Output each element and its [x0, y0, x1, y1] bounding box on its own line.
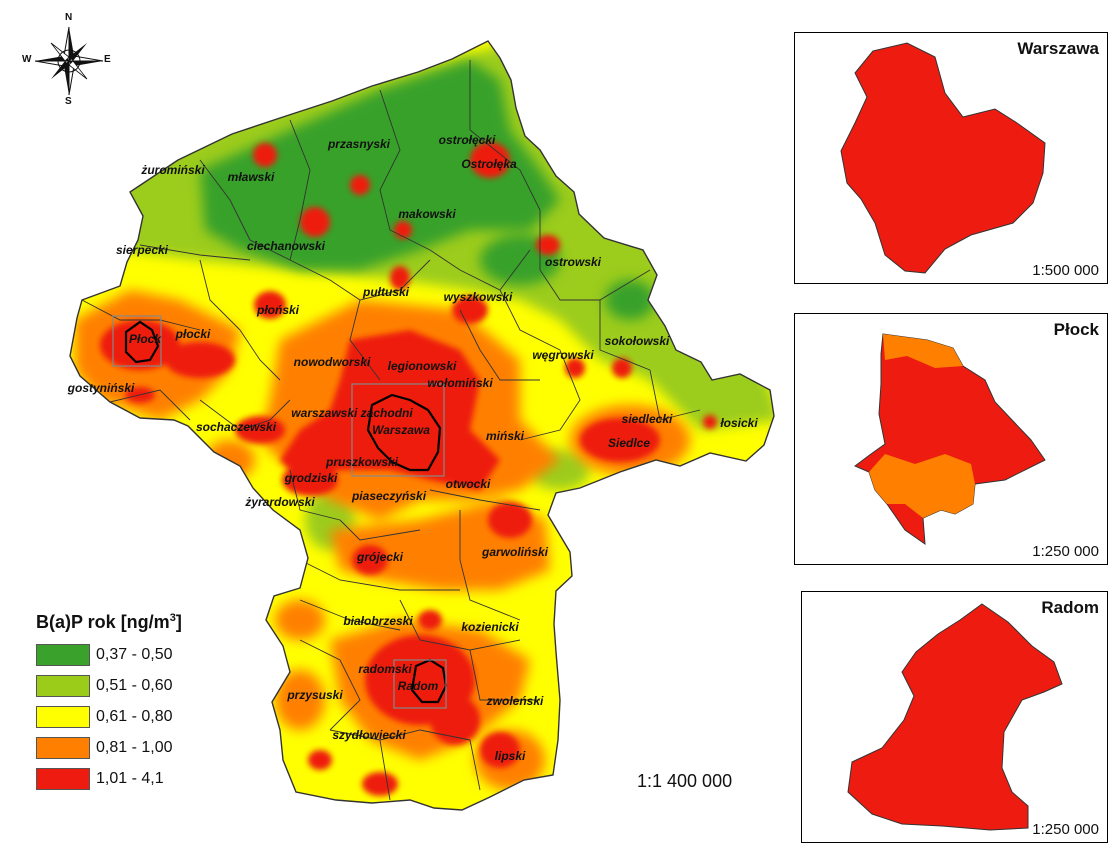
label-warszawski-zachodni: warszawski zachodni: [291, 406, 413, 420]
inset-plock: Płock 1:250 000: [794, 313, 1108, 565]
label-radomski: radomski: [358, 662, 412, 676]
radom-shape: [847, 603, 1063, 831]
legend-swatch: [36, 675, 90, 697]
label-ostrowski: ostrowski: [544, 255, 602, 269]
warszawa-outline: [366, 393, 442, 472]
legend-item: 0,51 - 0,60: [36, 673, 173, 699]
label-pultuski: pułtuski: [362, 285, 410, 299]
label-garwolinski: garwoliński: [481, 545, 549, 559]
label-zyrardowski: żyrardowski: [245, 495, 315, 509]
label-losicki: łosicki: [720, 416, 758, 430]
label-nowodworski: nowodworski: [293, 355, 371, 369]
main-scale: 1:1 400 000: [637, 771, 733, 791]
inset-warszawa-title: Warszawa: [1017, 39, 1099, 58]
radom-frame: [393, 659, 447, 709]
compass-icon: [34, 26, 104, 96]
legend-item: 0,61 - 0,80: [36, 704, 173, 730]
label-ciechanowski: ciechanowski: [246, 239, 326, 253]
label-przasnyski: przasnyski: [327, 137, 391, 151]
label-minski: miński: [485, 429, 525, 443]
compass-w: W: [22, 54, 32, 65]
compass-e: E: [104, 54, 111, 65]
legend-item: 0,37 - 0,50: [36, 642, 173, 668]
label-wolominski: wołomiński: [427, 376, 493, 390]
label-ostroleka: Ostrołęka: [461, 157, 517, 171]
label-wegrowski: węgrowski: [532, 348, 594, 362]
inset-radom-title: Radom: [1041, 598, 1099, 617]
legend: B(a)P rok [ng/m3] 0,37 - 0,50 0,51 - 0,6…: [36, 612, 276, 802]
legend-swatch: [36, 706, 90, 728]
warszawa-shape: [840, 42, 1046, 274]
compass-n: N: [65, 12, 73, 23]
label-zwolenski: zwoleński: [486, 694, 544, 708]
warszawa-frame: [351, 383, 445, 477]
label-grodziski: grodziski: [284, 471, 338, 485]
plock-frame: [112, 315, 162, 367]
label-siedlecki: siedlecki: [621, 412, 673, 426]
label-sochaczewski: sochaczewski: [195, 420, 277, 434]
label-warszawa: Warszawa: [372, 423, 430, 437]
label-plonski: płoński: [256, 303, 300, 317]
label-plock: Płock: [128, 332, 162, 346]
label-ostrolecki: ostrołęcki: [438, 133, 496, 147]
plock-shape: [854, 333, 1046, 546]
inset-warszawa: Warszawa 1:500 000: [794, 32, 1108, 284]
label-sierpecki: sierpecki: [115, 243, 169, 257]
label-otwocki: otwocki: [445, 477, 491, 491]
legend-swatch: [36, 737, 90, 759]
inset-plock-title: Płock: [1053, 320, 1099, 339]
legend-title: B(a)P rok [ng/m3]: [36, 612, 182, 632]
inset-radom-scale: 1:250 000: [1032, 821, 1099, 838]
label-przysuski: przysuski: [287, 688, 343, 702]
legend-swatch: [36, 768, 90, 790]
plock-outline: [124, 320, 160, 364]
label-plocki: płocki: [175, 327, 211, 341]
compass-s: S: [65, 96, 72, 107]
label-siedlce: Siedlce: [607, 436, 651, 450]
label-wyszkowski: wyszkowski: [443, 290, 513, 304]
label-legionowski: legionowski: [387, 359, 457, 373]
label-makowski: makowski: [398, 207, 456, 221]
label-piaseczynski: piaseczyński: [351, 489, 427, 503]
label-grojecki: grójecki: [356, 550, 404, 564]
label-lipski: lipski: [494, 749, 526, 763]
legend-item: 0,81 - 1,00: [36, 735, 173, 761]
label-kozienicki: kozienicki: [461, 620, 519, 634]
label-mlawski: mławski: [227, 170, 275, 184]
radom-outline: [410, 658, 448, 704]
legend-item: 1,01 - 4,1: [36, 766, 164, 792]
label-radom: Radom: [397, 679, 439, 693]
label-szydlowiecki: szydłowiecki: [332, 728, 406, 742]
label-sokolowski: sokołowski: [604, 334, 670, 348]
inset-plock-scale: 1:250 000: [1032, 543, 1099, 560]
label-zurominski: żuromiński: [141, 163, 205, 177]
label-pruszkowski: pruszkowski: [325, 455, 399, 469]
label-bialobrzeski: białobrzeski: [343, 614, 413, 628]
inset-radom: Radom 1:250 000: [801, 591, 1108, 843]
inset-warszawa-scale: 1:500 000: [1032, 262, 1099, 279]
label-gostyninski: gostyniński: [67, 381, 135, 395]
compass-rose: N S E W: [22, 12, 116, 108]
legend-swatch: [36, 644, 90, 666]
